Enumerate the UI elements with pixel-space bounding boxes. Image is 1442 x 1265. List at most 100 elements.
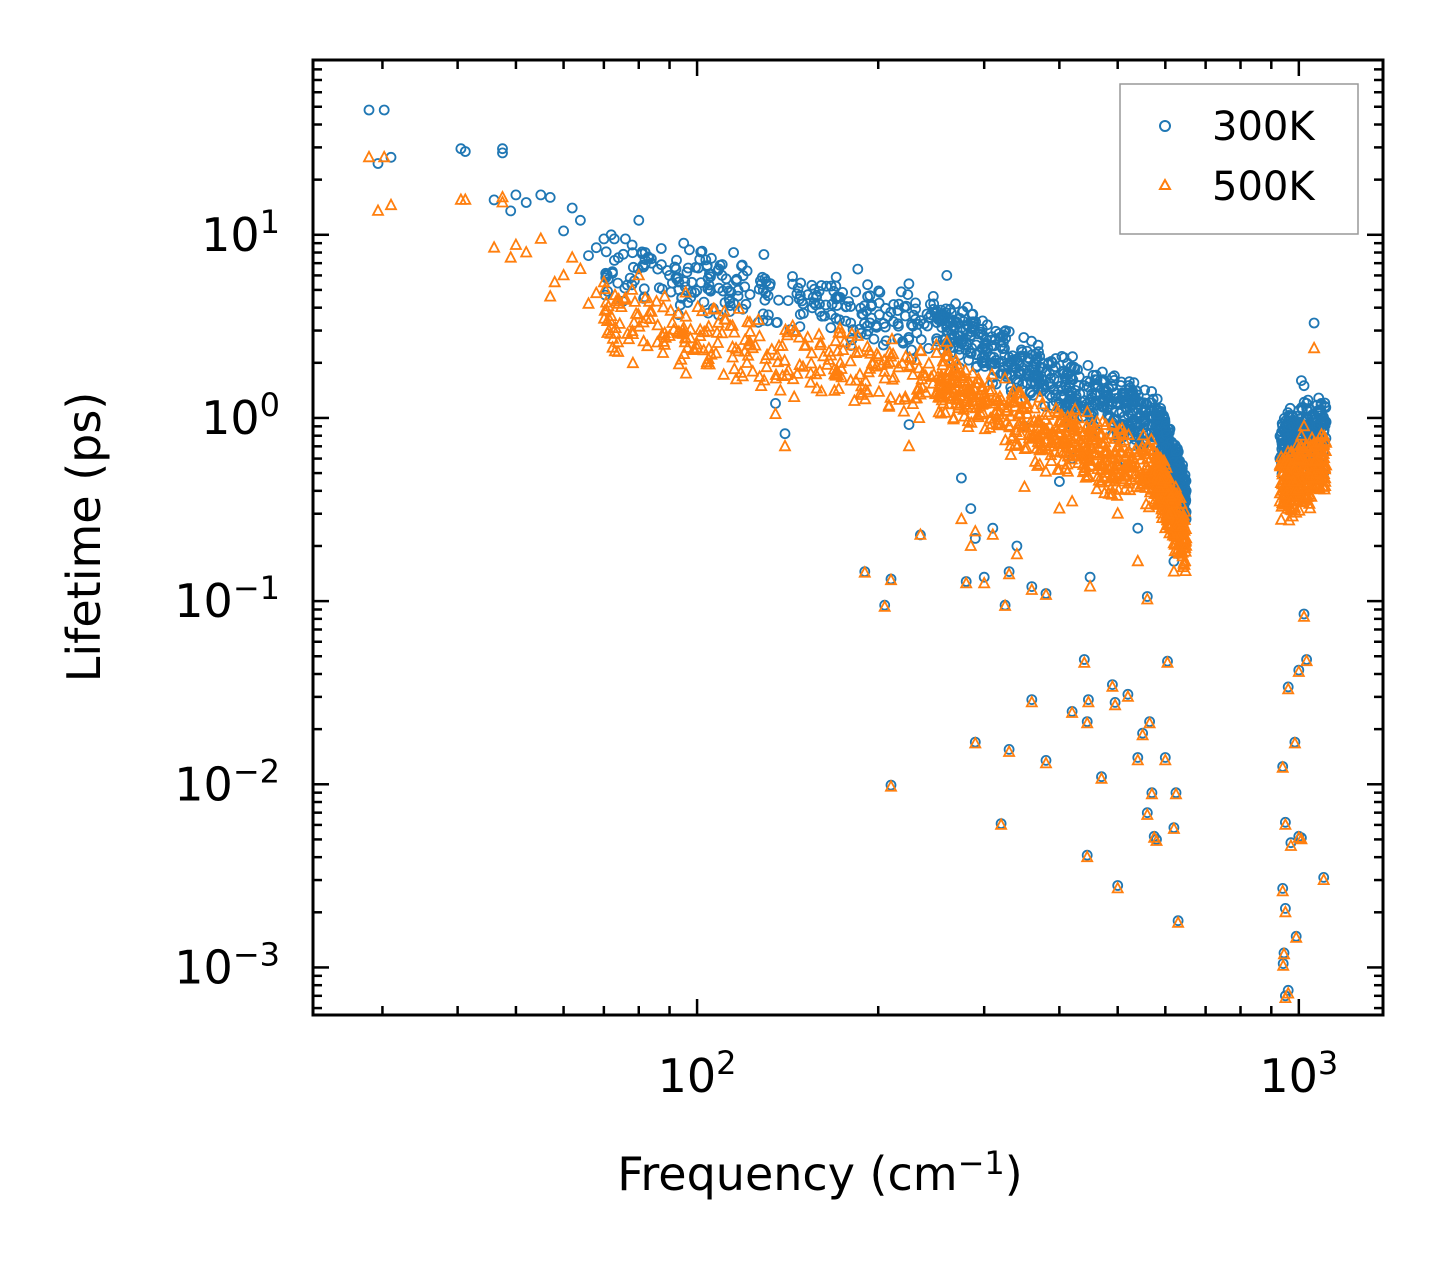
data-point-500k bbox=[1025, 582, 1039, 595]
legend-500k-marker bbox=[1158, 177, 1172, 190]
data-point-300k bbox=[927, 290, 939, 302]
data-point-500k bbox=[1305, 430, 1319, 444]
data-point-500k bbox=[1297, 453, 1311, 466]
data-point-500k bbox=[748, 338, 762, 351]
data-point-300k bbox=[963, 354, 974, 366]
data-point-500k bbox=[1112, 449, 1126, 463]
data-point-500k bbox=[982, 375, 996, 388]
data-point-500k bbox=[1061, 464, 1075, 477]
data-point-500k bbox=[770, 348, 784, 361]
data-point-300k bbox=[1028, 358, 1040, 369]
data-point-500k bbox=[679, 285, 693, 298]
data-point-300k bbox=[728, 247, 739, 258]
data-point-300k bbox=[787, 278, 798, 290]
data-point-500k bbox=[702, 319, 716, 332]
data-point-300k bbox=[1315, 397, 1327, 409]
data-point-500k bbox=[1168, 543, 1182, 557]
data-point-500k bbox=[1089, 446, 1102, 459]
data-point-500k bbox=[543, 289, 557, 302]
data-point-500k bbox=[1140, 807, 1154, 820]
data-point-500k bbox=[613, 316, 627, 329]
data-point-500k bbox=[1273, 494, 1287, 507]
data-point-500k bbox=[1008, 394, 1022, 407]
data-point-300k bbox=[583, 250, 594, 262]
data-point-500k bbox=[1068, 401, 1082, 415]
y-tick-label: 10−2 bbox=[174, 752, 280, 811]
data-point-500k bbox=[1095, 475, 1109, 488]
data-point-300k bbox=[1282, 984, 1294, 996]
data-point-500k bbox=[690, 337, 704, 350]
data-point-500k bbox=[968, 736, 982, 749]
data-point-500k bbox=[738, 344, 752, 357]
data-point-300k bbox=[674, 299, 686, 311]
data-point-500k bbox=[1018, 479, 1031, 492]
data-point-500k bbox=[884, 390, 898, 403]
data-point-500k bbox=[679, 366, 693, 379]
data-point-300k bbox=[632, 263, 644, 275]
data-point-300k bbox=[941, 269, 953, 281]
data-point-300k bbox=[845, 301, 856, 312]
data-point-300k bbox=[967, 308, 979, 320]
data-point-500k bbox=[810, 381, 824, 394]
legend-300k-marker bbox=[1159, 120, 1171, 132]
data-point-300k bbox=[825, 322, 837, 334]
data-point-300k bbox=[698, 296, 710, 308]
data-point-500k bbox=[966, 388, 980, 401]
data-point-300k bbox=[626, 239, 638, 251]
data-point-300k bbox=[1087, 408, 1099, 420]
data-point-500k bbox=[849, 345, 863, 359]
data-point-300k bbox=[1007, 354, 1018, 366]
data-point-300k bbox=[575, 214, 586, 226]
data-point-300k bbox=[910, 297, 921, 309]
data-point-500k bbox=[964, 538, 978, 551]
data-point-300k bbox=[1023, 368, 1035, 380]
data-point-500k bbox=[1290, 437, 1304, 451]
data-point-500k bbox=[743, 334, 756, 347]
data-point-500k bbox=[1175, 513, 1189, 526]
data-point-500k bbox=[760, 359, 774, 373]
data-point-500k bbox=[847, 393, 861, 406]
data-point-300k bbox=[984, 358, 996, 370]
data-point-500k bbox=[1144, 432, 1158, 445]
data-point-300k bbox=[628, 261, 639, 273]
data-point-500k bbox=[877, 364, 891, 377]
data-point-500k bbox=[690, 340, 704, 354]
data-point-500k bbox=[1090, 414, 1104, 427]
data-point-500k bbox=[962, 385, 976, 399]
data-point-500k bbox=[871, 348, 885, 362]
data-point-300k bbox=[962, 319, 974, 331]
data-point-500k bbox=[769, 371, 783, 384]
data-point-500k bbox=[658, 289, 672, 302]
data-point-500k bbox=[864, 346, 877, 359]
data-point-500k bbox=[930, 345, 944, 358]
data-point-500k bbox=[1314, 444, 1328, 458]
data-point-500k bbox=[1080, 849, 1094, 863]
data-point-500k bbox=[496, 195, 509, 208]
data-point-500k bbox=[1077, 655, 1091, 668]
data-point-500k bbox=[1055, 454, 1069, 467]
data-point-300k bbox=[1311, 420, 1322, 432]
data-point-500k bbox=[1022, 425, 1036, 439]
data-point-500k bbox=[781, 363, 795, 376]
data-point-300k bbox=[841, 301, 852, 312]
data-point-300k bbox=[656, 283, 668, 295]
data-point-500k bbox=[1080, 419, 1094, 432]
data-point-300k bbox=[1132, 522, 1144, 534]
data-point-500k bbox=[1111, 506, 1125, 519]
data-point-500k bbox=[932, 404, 946, 418]
data-point-500k bbox=[1065, 440, 1079, 453]
data-point-500k bbox=[1109, 471, 1123, 484]
data-point-300k bbox=[705, 285, 716, 297]
data-point-500k bbox=[1153, 471, 1167, 484]
data-point-500k bbox=[1002, 418, 1016, 431]
data-point-500k bbox=[820, 357, 834, 370]
data-point-500k bbox=[1121, 457, 1135, 470]
data-point-500k bbox=[717, 367, 731, 380]
data-point-300k bbox=[1101, 385, 1113, 397]
data-point-500k bbox=[1002, 744, 1016, 757]
data-point-300k bbox=[879, 321, 891, 333]
data-point-500k bbox=[1158, 457, 1172, 470]
data-point-300k bbox=[1146, 386, 1157, 397]
data-point-500k bbox=[844, 353, 857, 367]
data-point-500k bbox=[627, 315, 641, 328]
